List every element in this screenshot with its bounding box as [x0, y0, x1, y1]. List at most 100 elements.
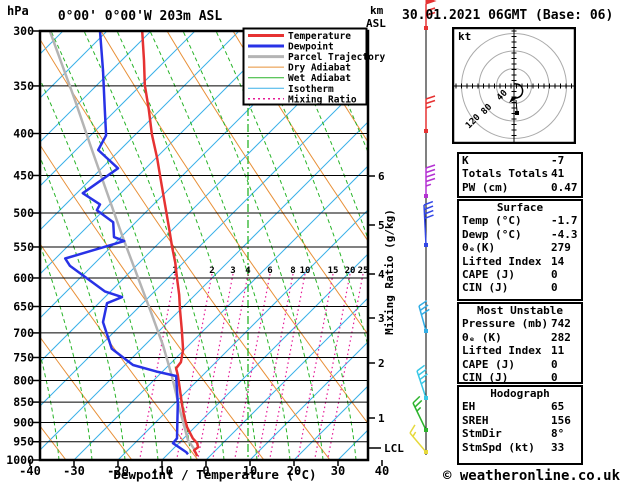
temperature-curve: [140, 31, 200, 457]
km-tick-label: 2: [378, 357, 385, 370]
isotherm-line: [161, 253, 368, 460]
barb-full: [423, 200, 434, 206]
indices-row-value: -7: [551, 154, 565, 167]
indices-row-value: 0.47: [551, 180, 578, 194]
hodograph-unit-label: kt: [458, 30, 471, 43]
pressure-tick-label: 600: [13, 271, 34, 285]
wet-adiabat-line: [248, 31, 368, 348]
dry-adiabat-line: [364, 31, 368, 37]
km-axis-title: km: [370, 4, 384, 17]
indices-row-value: 156: [551, 413, 571, 427]
barb-full: [424, 214, 434, 220]
indices-row-value: 0: [551, 357, 558, 371]
indices-box-title: Surface: [496, 201, 544, 214]
temperature-tick-label: 30: [331, 464, 345, 478]
wet-adiabat-line: [40, 155, 126, 460]
legend-item-label: Wet Adiabat: [288, 73, 351, 84]
barb-full: [419, 373, 428, 381]
mixing-ratio-value-label: 3: [230, 266, 235, 276]
legend-item-label: Mixing Ratio: [288, 94, 357, 105]
hodograph-border: [451, 26, 577, 145]
wind-barb: [409, 424, 428, 454]
pressure-tick-label: 350: [13, 79, 34, 93]
wind-barb: [412, 395, 428, 432]
barb-full: [425, 168, 436, 174]
wind-barb: [416, 364, 428, 400]
hodograph-trace-tail: [515, 99, 518, 112]
pressure-tick-label: 800: [13, 373, 34, 387]
indices-row: Totals Totals 41: [459, 167, 581, 180]
km-tick-label: 1: [378, 412, 385, 425]
indices-row-label: CIN (J): [462, 371, 509, 384]
isotherm-line: [40, 121, 368, 451]
indices-row: EH 65: [459, 400, 581, 413]
indices-row-label: Temp (°C): [462, 214, 522, 228]
wind-barb: [424, 0, 437, 30]
indices-box-most-unstable: Most Unstable Pressure (mb) 742 θₑ (K) 282 Li…: [457, 302, 583, 384]
wind-barb-column: [409, 0, 437, 455]
mixing-ratio-line: [197, 273, 234, 459]
isotherm-line: [249, 341, 368, 460]
barb-full: [409, 424, 416, 434]
temperature-tick-label: 20: [287, 464, 301, 478]
pressure-gridlines: [41, 85, 367, 443]
barb-full: [412, 395, 421, 404]
temperature-tick-label: -30: [63, 464, 85, 478]
barb-full: [417, 368, 427, 376]
wet-adiabat-line: [40, 243, 93, 460]
pressure-tick-label: 950: [13, 435, 34, 449]
indices-box-title: Most Unstable: [476, 304, 564, 317]
km-tick-label: 4: [378, 268, 385, 281]
indices-row: Temp (°C) -1.7: [459, 214, 581, 227]
barb-staff: [423, 204, 427, 246]
indices-row-value: 33: [551, 440, 565, 454]
temperature-tick-label: -20: [107, 464, 129, 478]
indices-row: θₑ (K) 282: [459, 331, 581, 344]
wet-adiabat-line: [414, 31, 450, 460]
sounding-curves: [48, 31, 200, 457]
indices-row-value: 11: [551, 344, 565, 358]
barb-half: [412, 431, 417, 437]
hodograph-panel: 40 80 120 kt: [451, 26, 577, 148]
isotherm-line: [40, 31, 152, 143]
indices-box-surface: Surface Temp (°C) -1.7 Dewp (°C) -4.3 θₑ(K) 27…: [457, 199, 583, 301]
mixing-ratio-value-label: 15: [328, 266, 339, 276]
wind-barb: [424, 95, 436, 133]
isotherm-line: [117, 209, 368, 460]
hodograph-trace: [511, 83, 524, 99]
pressure-tick-label: 850: [13, 395, 34, 409]
indices-row-label: θₑ(K): [462, 241, 496, 255]
date-header: 30.01.2021 06GMT (Base: 06): [402, 8, 614, 23]
mixing-ratio-value-label: 6: [267, 266, 272, 276]
wind-barb: [423, 200, 434, 247]
indices-row: Lifted Index 11: [459, 344, 581, 357]
indices-row: Dewp (°C) -4.3: [459, 228, 581, 241]
barb-staff: [412, 402, 427, 431]
barb-half: [416, 406, 422, 412]
mixing-ratio-line: [257, 273, 294, 459]
barb-full: [425, 99, 436, 105]
isotherm-line: [73, 165, 368, 460]
plot-border: [38, 29, 370, 462]
legend-item-label: Temperature: [288, 31, 351, 42]
indices-row-label: Lifted Index: [462, 344, 542, 358]
isotherm-line: [40, 31, 284, 275]
indices-row-label: PW (cm): [462, 180, 509, 194]
axes: 3003504004505005506006507007508008509009…: [6, 24, 404, 478]
mixing-ratio-line: [297, 273, 334, 459]
temperature-tick-label: 40: [375, 464, 389, 478]
dry-adiabat-line: [40, 336, 133, 460]
hodograph-ring-label: 120: [464, 113, 483, 132]
indices-row: Pressure (mb) 742: [459, 317, 581, 330]
indices-row-label: Dewp (°C): [462, 227, 522, 241]
skewt-chart: 1 2 3 4 6 8 10 15 20 25 TemperatureDewpointParcel…: [6, 0, 450, 482]
indices-row-value: 742: [551, 317, 571, 331]
copyright: © weatheronline.co.uk: [443, 468, 621, 484]
indices-row-value: 65: [551, 400, 565, 414]
parcel-trajectory-curve: [48, 31, 197, 451]
indices-row: θₑ(K) 279: [459, 241, 581, 254]
legend-item-label: Parcel Trajectory: [288, 52, 386, 63]
isotherm-line: [40, 31, 196, 187]
